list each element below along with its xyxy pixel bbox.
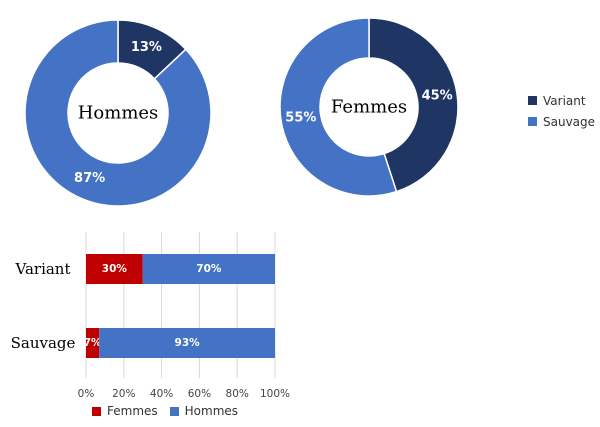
legend-label-hommes: Hommes	[184, 404, 239, 418]
bar-category-label-variant: Variant	[15, 260, 71, 278]
bar-sauvage-hommes	[99, 328, 275, 358]
legend-label-variant: Variant	[543, 93, 586, 108]
bar-x-tick-4: 80%	[226, 388, 249, 400]
donut-femmes-label-sauvage: 55%	[285, 110, 316, 125]
bar-sauvage-femmes	[86, 328, 100, 358]
donut-femmes-slice-variant	[368, 17, 459, 193]
bar-x-tick-5: 100%	[260, 388, 290, 400]
legend-label-sauvage: Sauvage	[543, 114, 596, 129]
bar-label-sauvage-femmes: 7%	[84, 337, 102, 349]
bar-x-tick-1: 20%	[112, 388, 135, 400]
legend-entry-sauvage: Sauvage	[528, 111, 595, 132]
donut-femmes-center-label: Femmes	[331, 97, 407, 118]
donut-hommes-label-variant: 13%	[131, 40, 162, 55]
donut-femmes-label-variant: 45%	[422, 89, 453, 104]
bar-x-tick-2: 40%	[150, 388, 173, 400]
donut-hommes-center-label: Hommes	[78, 103, 159, 124]
legend-entry-hommes: Hommes	[169, 404, 239, 418]
donut-femmes-slice-sauvage	[279, 17, 398, 197]
bar-legend: Femmes Hommes	[92, 404, 250, 418]
legend-swatch-femmes	[92, 406, 101, 416]
bar-label-variant-hommes: 70%	[196, 263, 222, 275]
legend-swatch-sauvage	[528, 117, 537, 126]
bar-x-tick-0: 0%	[78, 388, 95, 400]
bar-x-tick-3: 60%	[188, 388, 211, 400]
bar-label-sauvage-hommes: 93%	[175, 337, 201, 349]
donut-hommes-label-sauvage: 87%	[74, 171, 105, 186]
donut-legend: Variant Sauvage	[528, 90, 595, 132]
legend-entry-femmes: Femmes	[92, 404, 158, 418]
bar-variant-hommes	[142, 254, 275, 284]
legend-swatch-hommes	[169, 406, 179, 416]
legend-entry-variant: Variant	[528, 90, 595, 111]
bar-label-variant-femmes: 30%	[102, 263, 128, 275]
bar-variant-femmes	[86, 254, 143, 284]
bar-category-label-sauvage: Sauvage	[11, 334, 76, 352]
legend-label-femmes: Femmes	[107, 404, 158, 418]
legend-swatch-variant	[528, 96, 537, 105]
donut-hommes-slice-sauvage	[24, 19, 212, 207]
